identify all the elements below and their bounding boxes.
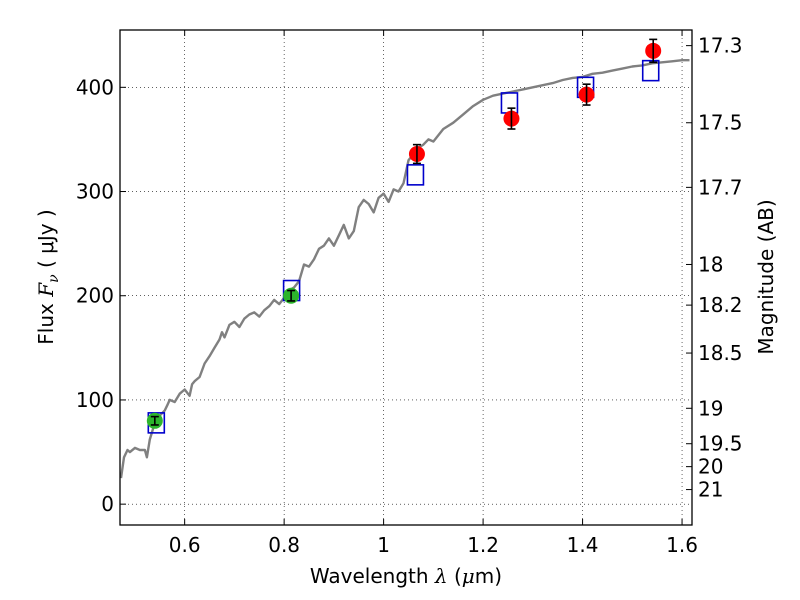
model-photometry-square [641,59,660,82]
axis-ticks: 0.6 0.8 1 1.2 1.4 1.6 0 100 200 300 400 17.3 17.5 17.… [76,30,743,557]
y-axis-label: Flux Fν ( μJy ) [34,209,62,344]
y2-tick-label: 19 [698,396,723,420]
model-photometry-layer [147,59,660,434]
y-tick-label: 300 [76,180,114,204]
spectrum-line [119,59,690,479]
photometry-layer [146,38,662,429]
y-tick-label: 100 [76,388,114,412]
x-tick-label: 1.6 [666,533,698,557]
x-tick-label: 1 [377,533,390,557]
x-axis-label: Wavelength λ (μm) [310,564,502,588]
spectrum-layer [119,59,690,479]
model-photometry-square [500,92,519,114]
y2-tick-label: 17.7 [698,175,743,199]
grid [120,30,692,525]
y2-tick-label: 17.5 [698,111,743,135]
y2-tick-label: 18 [698,252,723,276]
y2-tick-label: 21 [698,478,723,502]
y2-tick-label: 18.2 [698,293,743,317]
y2-axis-label: Magnitude (AB) [754,199,778,354]
x-tick-label: 1.4 [567,533,599,557]
y2-tick-label: 17.3 [698,34,743,58]
x-tick-label: 0.8 [268,533,300,557]
x-tick-label: 1.2 [467,533,499,557]
x-tick-label: 0.6 [169,533,201,557]
y2-tick-label: 18.5 [698,341,743,365]
plot-frame [119,29,693,526]
y-tick-label: 0 [101,492,114,516]
model-photometry-square [406,164,425,186]
y-tick-label: 400 [76,75,114,99]
y2-tick-label: 19.5 [698,432,743,456]
y-tick-label: 200 [76,284,114,308]
y2-tick-label: 20 [698,455,723,479]
